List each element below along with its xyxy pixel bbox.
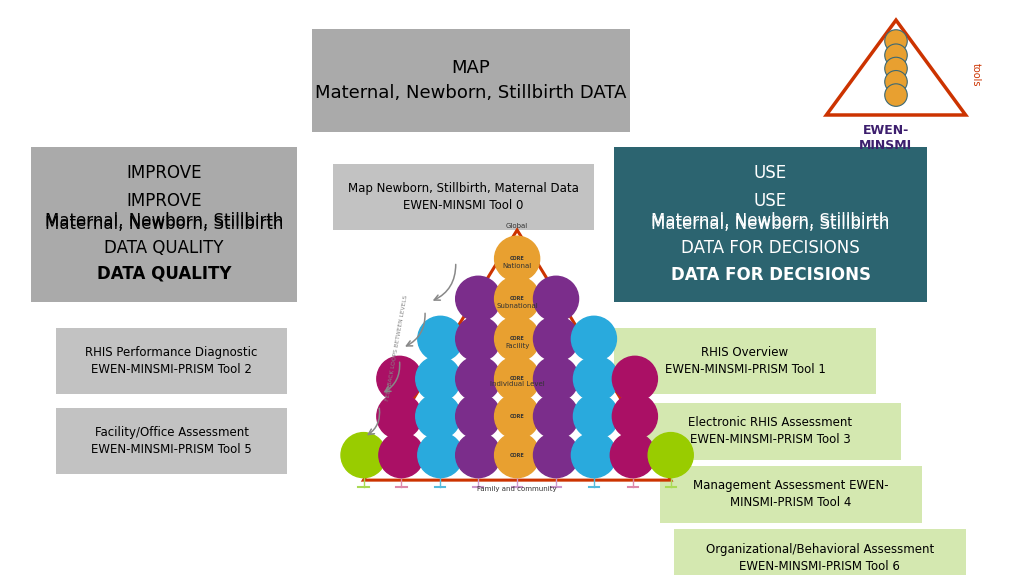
Ellipse shape: [456, 276, 501, 321]
Ellipse shape: [885, 84, 907, 106]
Ellipse shape: [456, 432, 501, 478]
Ellipse shape: [885, 30, 907, 52]
Ellipse shape: [416, 394, 461, 439]
Ellipse shape: [456, 316, 501, 361]
Text: CORE: CORE: [510, 336, 524, 342]
Ellipse shape: [885, 44, 907, 67]
Text: Management Assessment EWEN-
MINSMI-PRISM Tool 4: Management Assessment EWEN- MINSMI-PRISM…: [693, 480, 889, 509]
Text: CORE: CORE: [510, 256, 524, 261]
Text: Maternal, Newborn, Stillbirth: Maternal, Newborn, Stillbirth: [45, 212, 283, 230]
Text: DATA FOR DECISIONS: DATA FOR DECISIONS: [671, 266, 870, 285]
FancyBboxPatch shape: [56, 328, 287, 394]
Text: FEEDBACK LOOPS BETWEEN LEVELS: FEEDBACK LOOPS BETWEEN LEVELS: [386, 294, 409, 401]
Text: CORE: CORE: [510, 453, 524, 458]
Text: National: National: [503, 263, 531, 269]
Ellipse shape: [379, 432, 424, 478]
Ellipse shape: [377, 394, 422, 439]
FancyBboxPatch shape: [31, 147, 297, 302]
FancyBboxPatch shape: [333, 164, 594, 230]
FancyBboxPatch shape: [56, 408, 287, 474]
FancyBboxPatch shape: [660, 466, 922, 523]
Ellipse shape: [495, 394, 540, 439]
Text: Family and community: Family and community: [477, 486, 557, 492]
Ellipse shape: [495, 356, 540, 401]
Ellipse shape: [571, 432, 616, 478]
Ellipse shape: [495, 236, 540, 281]
Ellipse shape: [612, 394, 657, 439]
Ellipse shape: [416, 356, 461, 401]
Ellipse shape: [571, 316, 616, 361]
Text: IMPROVE: IMPROVE: [126, 164, 202, 182]
Ellipse shape: [573, 356, 618, 401]
Text: Maternal, Newborn, Stillbirth: Maternal, Newborn, Stillbirth: [651, 212, 890, 230]
Text: RHIS Performance Diagnostic
EWEN-MINSMI-PRISM Tool 2: RHIS Performance Diagnostic EWEN-MINSMI-…: [85, 346, 258, 376]
Text: CORE: CORE: [510, 376, 524, 381]
Polygon shape: [826, 20, 966, 115]
Text: DATA QUALITY: DATA QUALITY: [96, 265, 231, 283]
FancyBboxPatch shape: [674, 529, 966, 575]
Text: Individual Level: Individual Level: [489, 381, 545, 387]
FancyBboxPatch shape: [614, 147, 927, 302]
Ellipse shape: [534, 356, 579, 401]
Polygon shape: [364, 230, 671, 480]
Ellipse shape: [341, 432, 386, 478]
Ellipse shape: [885, 58, 907, 80]
Ellipse shape: [418, 316, 463, 361]
Ellipse shape: [377, 356, 422, 401]
Ellipse shape: [534, 432, 579, 478]
Ellipse shape: [456, 356, 501, 401]
Text: tools: tools: [971, 63, 981, 87]
Text: EWEN-
MINSMI: EWEN- MINSMI: [859, 124, 912, 152]
Ellipse shape: [534, 394, 579, 439]
Ellipse shape: [495, 316, 540, 361]
Text: IMPROVE
Maternal, Newborn, Stillbirth
DATA QUALITY: IMPROVE Maternal, Newborn, Stillbirth DA…: [45, 191, 283, 257]
FancyBboxPatch shape: [312, 29, 630, 132]
FancyBboxPatch shape: [614, 328, 876, 394]
Text: Facility: Facility: [505, 343, 529, 350]
Text: USE: USE: [754, 164, 787, 182]
Text: RHIS Overview
EWEN-MINSMI-PRISM Tool 1: RHIS Overview EWEN-MINSMI-PRISM Tool 1: [665, 346, 825, 376]
Ellipse shape: [456, 394, 501, 439]
Text: CORE: CORE: [510, 414, 524, 419]
Text: Map Newborn, Stillbirth, Maternal Data
EWEN-MINSMI Tool 0: Map Newborn, Stillbirth, Maternal Data E…: [348, 182, 579, 212]
Text: Electronic RHIS Assessment
EWEN-MINSMI-PRISM Tool 3: Electronic RHIS Assessment EWEN-MINSMI-P…: [688, 416, 853, 446]
Ellipse shape: [495, 276, 540, 321]
Ellipse shape: [534, 316, 579, 361]
Text: CORE: CORE: [510, 296, 524, 301]
Ellipse shape: [495, 432, 540, 478]
Ellipse shape: [418, 432, 463, 478]
Ellipse shape: [648, 432, 693, 478]
Text: USE
Maternal, Newborn, Stillbirth
DATA FOR DECISIONS: USE Maternal, Newborn, Stillbirth DATA F…: [651, 191, 890, 257]
FancyBboxPatch shape: [640, 402, 901, 460]
Ellipse shape: [534, 276, 579, 321]
Text: Organizational/Behavioral Assessment
EWEN-MINSMI-PRISM Tool 6: Organizational/Behavioral Assessment EWE…: [706, 543, 934, 573]
Ellipse shape: [612, 356, 657, 401]
Ellipse shape: [573, 394, 618, 439]
Text: Facility/Office Assessment
EWEN-MINSMI-PRISM Tool 5: Facility/Office Assessment EWEN-MINSMI-P…: [91, 426, 252, 457]
Text: MAP
Maternal, Newborn, Stillbirth DATA: MAP Maternal, Newborn, Stillbirth DATA: [315, 59, 627, 102]
Text: Subnational: Subnational: [497, 304, 538, 309]
Text: Global: Global: [506, 223, 528, 229]
Ellipse shape: [610, 432, 655, 478]
Ellipse shape: [885, 71, 907, 93]
